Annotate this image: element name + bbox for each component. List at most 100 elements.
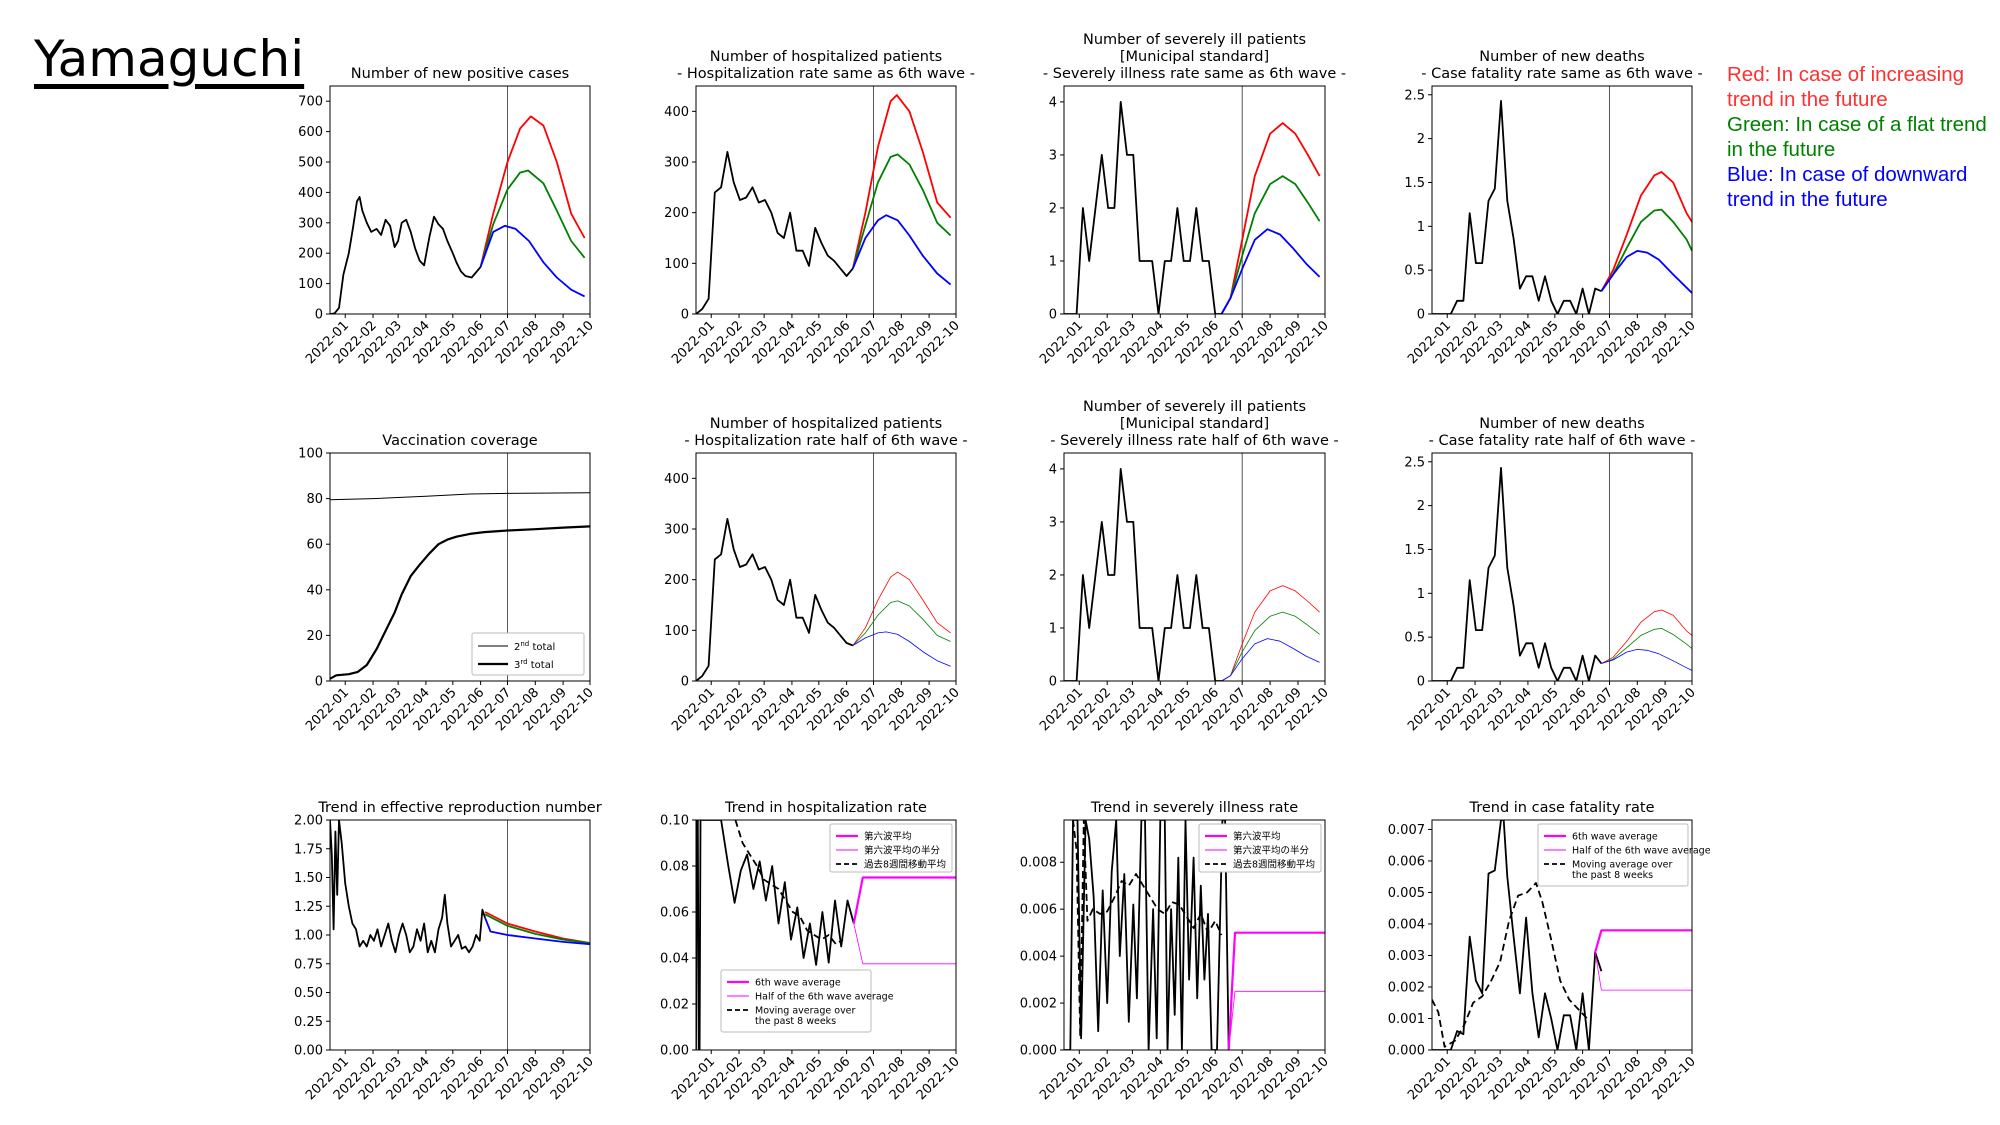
y-tick-label: 300 xyxy=(298,216,323,231)
y-tick-label: 60 xyxy=(306,538,323,553)
legend-label: 過去8週間移動平均 xyxy=(864,859,946,871)
y-tick-label: 0 xyxy=(1049,308,1057,323)
legend-label: Moving average over xyxy=(1572,860,1673,871)
legend-label: 第六波平均の半分 xyxy=(1233,845,1310,857)
y-tick-label: 1 xyxy=(1417,587,1425,602)
series-history xyxy=(330,196,482,314)
y-tick-label: 0.001 xyxy=(1388,1012,1425,1027)
y-tick-label: 2.5 xyxy=(1404,88,1425,103)
y-tick-label: 1.50 xyxy=(294,871,323,886)
legend-downward-text: Blue: In case of downward trend in the f… xyxy=(1727,163,1968,211)
legend-label: 第六波平均の半分 xyxy=(864,845,941,857)
legend-label: the past 8 weeks xyxy=(755,1016,836,1027)
y-tick-label: 0.007 xyxy=(1388,823,1425,838)
y-tick-label: 20 xyxy=(306,629,323,644)
series-history xyxy=(1064,101,1222,314)
series-downward xyxy=(852,631,951,667)
series-flat xyxy=(852,600,951,646)
series-history xyxy=(330,492,590,501)
series-moving-average xyxy=(1432,882,1588,1048)
chart-legend: 2nd total 3rd total xyxy=(471,632,585,676)
plot-frame xyxy=(1063,85,1326,315)
chart-severe-same: Number of severely ill patients[Municipa… xyxy=(1037,32,1346,367)
y-tick-label: 0.006 xyxy=(1388,854,1425,869)
y-tick-label: 0.02 xyxy=(660,998,689,1013)
y-tick-label: 0 xyxy=(315,675,323,690)
legend-label: the past 8 weeks xyxy=(1572,870,1653,881)
y-tick-label: 0.004 xyxy=(1020,950,1057,965)
y-tick-label: 1.25 xyxy=(294,900,323,915)
series-group xyxy=(330,820,590,954)
y-tick-label: 40 xyxy=(306,583,323,598)
series-history xyxy=(1432,466,1603,681)
y-tick-label: 0.000 xyxy=(1020,1044,1057,1059)
y-tick-label: 700 xyxy=(298,95,323,110)
legend-label: 第六波平均 xyxy=(864,831,912,843)
plot-frame xyxy=(1431,819,1693,1051)
y-tick-label: 0.5 xyxy=(1404,264,1425,279)
legend-box xyxy=(1537,823,1689,887)
chart-title: - Severely illness rate half of 6th wave… xyxy=(1050,433,1338,449)
chart-rt: Trend in effective reproduction number 0.… xyxy=(294,800,602,1103)
legend-label: 6th wave average xyxy=(755,978,841,989)
series-group xyxy=(1064,467,1320,681)
chart-deaths-same: Number of new deaths- Case fatality rate… xyxy=(1404,49,1702,367)
chart-title: Trend in hospitalization rate xyxy=(724,800,927,816)
series-half-sixth-wave-average xyxy=(853,923,956,965)
chart-title: Number of new deaths xyxy=(1479,49,1644,65)
series-downward xyxy=(852,214,952,286)
legend-label: 6th wave average xyxy=(1572,832,1658,843)
series-group xyxy=(696,518,951,681)
series-group xyxy=(1432,820,1692,1050)
chart-title: - Severely illness rate same as 6th wave… xyxy=(1043,66,1346,82)
series-history xyxy=(1064,820,1230,1050)
y-tick-label: 1.00 xyxy=(294,929,323,944)
series-increase xyxy=(852,571,951,646)
series-group xyxy=(1432,466,1692,681)
y-tick-label: 0 xyxy=(315,308,323,323)
y-tick-label: 2 xyxy=(1417,499,1425,514)
plot-frame xyxy=(1431,85,1693,315)
y-tick-label: 100 xyxy=(664,257,689,272)
y-tick-label: 300 xyxy=(664,156,689,171)
chart-title: [Municipal standard] xyxy=(1120,416,1269,432)
y-tick-label: 300 xyxy=(664,523,689,538)
y-tick-label: 0.002 xyxy=(1020,997,1057,1012)
legend-label: 2nd total xyxy=(514,640,555,653)
chart-hosp-half: Number of hospitalized patients- Hospita… xyxy=(664,416,967,734)
series-group xyxy=(1064,101,1321,314)
y-tick-label: 1.5 xyxy=(1404,543,1425,558)
y-tick-label: 3 xyxy=(1049,515,1057,530)
series-group xyxy=(696,94,952,314)
legend-label: Half of the 6th wave average xyxy=(1572,846,1711,857)
chart-new-cases: Number of new positive cases 0 100 200 300 40… xyxy=(298,66,597,367)
series-flat xyxy=(1601,628,1692,664)
y-tick-label: 0.25 xyxy=(294,1015,323,1030)
chart-fatality-rate: Trend in case fatality rate 0.000 0.001 0.0… xyxy=(1388,800,1711,1103)
y-tick-label: 600 xyxy=(298,125,323,140)
chart-title: Trend in effective reproduction number xyxy=(317,800,601,816)
series-history xyxy=(1432,100,1602,314)
y-tick-label: 0.10 xyxy=(660,814,689,829)
y-tick-label: 0.00 xyxy=(660,1044,689,1059)
legend-box xyxy=(720,969,872,1033)
series-group xyxy=(1432,100,1692,314)
y-tick-label: 0.008 xyxy=(1020,856,1057,871)
series-sixth-wave-average xyxy=(1594,929,1692,953)
y-tick-label: 0 xyxy=(681,675,689,690)
y-tick-label: 0.5 xyxy=(1404,631,1425,646)
y-tick-label: 100 xyxy=(664,624,689,639)
chart-title: - Hospitalization rate half of 6th wave … xyxy=(684,433,967,449)
series-group xyxy=(330,492,590,680)
chart-title: Trend in case fatality rate xyxy=(1468,800,1654,816)
y-tick-label: 100 xyxy=(298,277,323,292)
y-tick-label: 200 xyxy=(298,247,323,262)
chart-title: - Case fatality rate same as 6th wave - xyxy=(1421,66,1702,82)
chart-title: Number of severely ill patients xyxy=(1083,399,1306,415)
legend-label: 3rd total xyxy=(514,658,554,671)
chart-title: Trend in severely illness rate xyxy=(1090,800,1298,816)
y-tick-label: 3 xyxy=(1049,148,1057,163)
y-tick-label: 0.04 xyxy=(660,952,689,967)
